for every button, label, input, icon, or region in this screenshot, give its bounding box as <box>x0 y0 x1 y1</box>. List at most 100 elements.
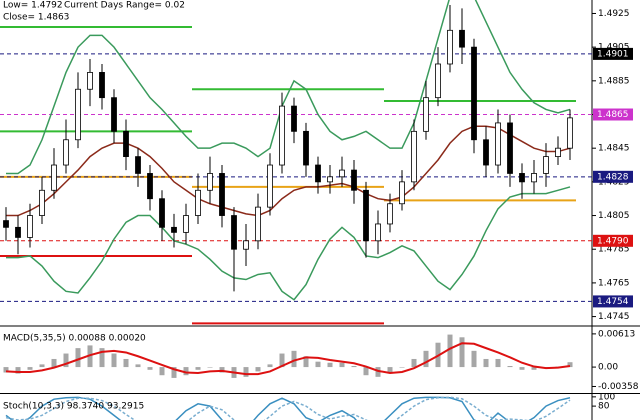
candle-body <box>267 164 273 208</box>
macd-bar <box>471 350 477 368</box>
macd-bar <box>171 367 177 378</box>
macd-signal <box>5 342 571 376</box>
candle-body <box>255 206 261 242</box>
macd-bar <box>135 364 141 368</box>
macd-bar <box>3 367 9 373</box>
y-tick-label: 80 <box>598 402 610 412</box>
level-box <box>593 295 633 308</box>
macd-bar <box>387 367 393 373</box>
candle-body <box>495 122 501 166</box>
macd-bar <box>291 350 297 368</box>
y-tick-label: 0.00 <box>598 363 618 373</box>
panel-title: Stoch(10,3,3) 98.3740 93.2915 <box>3 402 144 412</box>
macd-bar <box>447 334 453 368</box>
y-tick-label: 100 <box>598 392 615 402</box>
candle-body <box>75 88 81 141</box>
candle-body <box>291 105 297 132</box>
candle-body <box>99 72 105 99</box>
macd-bar <box>375 367 381 377</box>
macd-bar <box>351 366 357 368</box>
macd-bar <box>363 367 369 376</box>
macd-bar <box>123 358 129 368</box>
candle-body <box>123 130 129 158</box>
labels: Low= 1.4792 Current Days Range= 0.02 Close… <box>3 1 185 412</box>
macd-bar <box>519 367 525 370</box>
band-line <box>6 0 571 175</box>
candle-body <box>135 156 141 174</box>
candle-body <box>459 29 465 48</box>
macd-bar <box>423 350 429 368</box>
y-tick-label: 1.4765 <box>598 278 630 288</box>
y-tick-label: 1.4805 <box>598 211 630 221</box>
y-tick-label: -0.00358 <box>598 382 639 392</box>
candle-body <box>39 189 45 216</box>
macd-bar <box>327 362 333 368</box>
candle-body <box>351 169 357 191</box>
macd-bar <box>27 367 33 370</box>
macd-bar <box>315 361 321 368</box>
macd-bar <box>147 367 153 370</box>
candle-body <box>231 215 237 250</box>
level-box <box>593 47 633 60</box>
macd-bar <box>411 358 417 368</box>
band-line <box>6 186 571 301</box>
macd-bar <box>255 367 261 372</box>
candle-body <box>3 220 9 228</box>
macd-panel <box>3 334 573 378</box>
candle-body <box>531 173 537 183</box>
candle-body <box>171 226 177 233</box>
candle-body <box>411 130 417 183</box>
candle-body <box>339 169 345 178</box>
candle-body <box>303 130 309 166</box>
candle-body <box>315 164 321 183</box>
candle-body <box>363 189 369 242</box>
candle-body <box>279 105 285 166</box>
macd-bar <box>63 353 69 368</box>
y-tick-label: 1.4925 <box>598 9 630 19</box>
level-label: 1.4865 <box>597 110 629 120</box>
candle-body <box>63 139 69 166</box>
macd-bar <box>303 356 309 368</box>
macd-bar <box>339 362 345 368</box>
macd-bar <box>279 353 285 368</box>
candle-body <box>435 63 441 99</box>
candle-body <box>87 72 93 90</box>
candle-body <box>207 173 213 191</box>
stoch-line <box>5 396 571 420</box>
macd-bar <box>399 367 405 368</box>
candle-body <box>543 156 549 174</box>
y-tick-label: 1.4845 <box>598 144 630 154</box>
panel-title: MACD(5,35,5) 0.00088 0.00020 <box>3 334 146 344</box>
macd-bar <box>111 353 117 368</box>
info-text: Close= 1.4863 <box>3 13 69 23</box>
macd-bar <box>87 345 93 368</box>
y-tick-label: 1.4785 <box>598 245 630 255</box>
candle-body <box>447 29 453 65</box>
stoch-panel <box>5 396 571 420</box>
level-label: 1.4828 <box>597 172 629 182</box>
macd-bar <box>567 362 573 368</box>
y-tick-label: 1.4745 <box>598 312 630 322</box>
candle-body <box>567 117 573 149</box>
macd-bar <box>531 367 537 370</box>
macd-bar <box>51 358 57 368</box>
macd-bar <box>75 348 81 368</box>
candle-body <box>327 176 333 183</box>
y-tick-label: 1.4885 <box>598 76 630 86</box>
candle-body <box>423 97 429 132</box>
candle-body <box>219 173 225 216</box>
macd-bar <box>459 337 465 368</box>
candle-body <box>471 46 477 141</box>
candle-body <box>51 164 57 191</box>
candle-body <box>483 139 489 166</box>
candle-body <box>519 173 525 183</box>
level-label: 1.4790 <box>597 236 629 246</box>
macd-bar <box>507 366 513 368</box>
candle-body <box>195 189 201 216</box>
stoch-line <box>5 396 571 420</box>
candle-body <box>147 173 153 200</box>
macd-bar <box>15 367 21 374</box>
info-text: Current Days Range= 0.02 <box>64 1 185 11</box>
